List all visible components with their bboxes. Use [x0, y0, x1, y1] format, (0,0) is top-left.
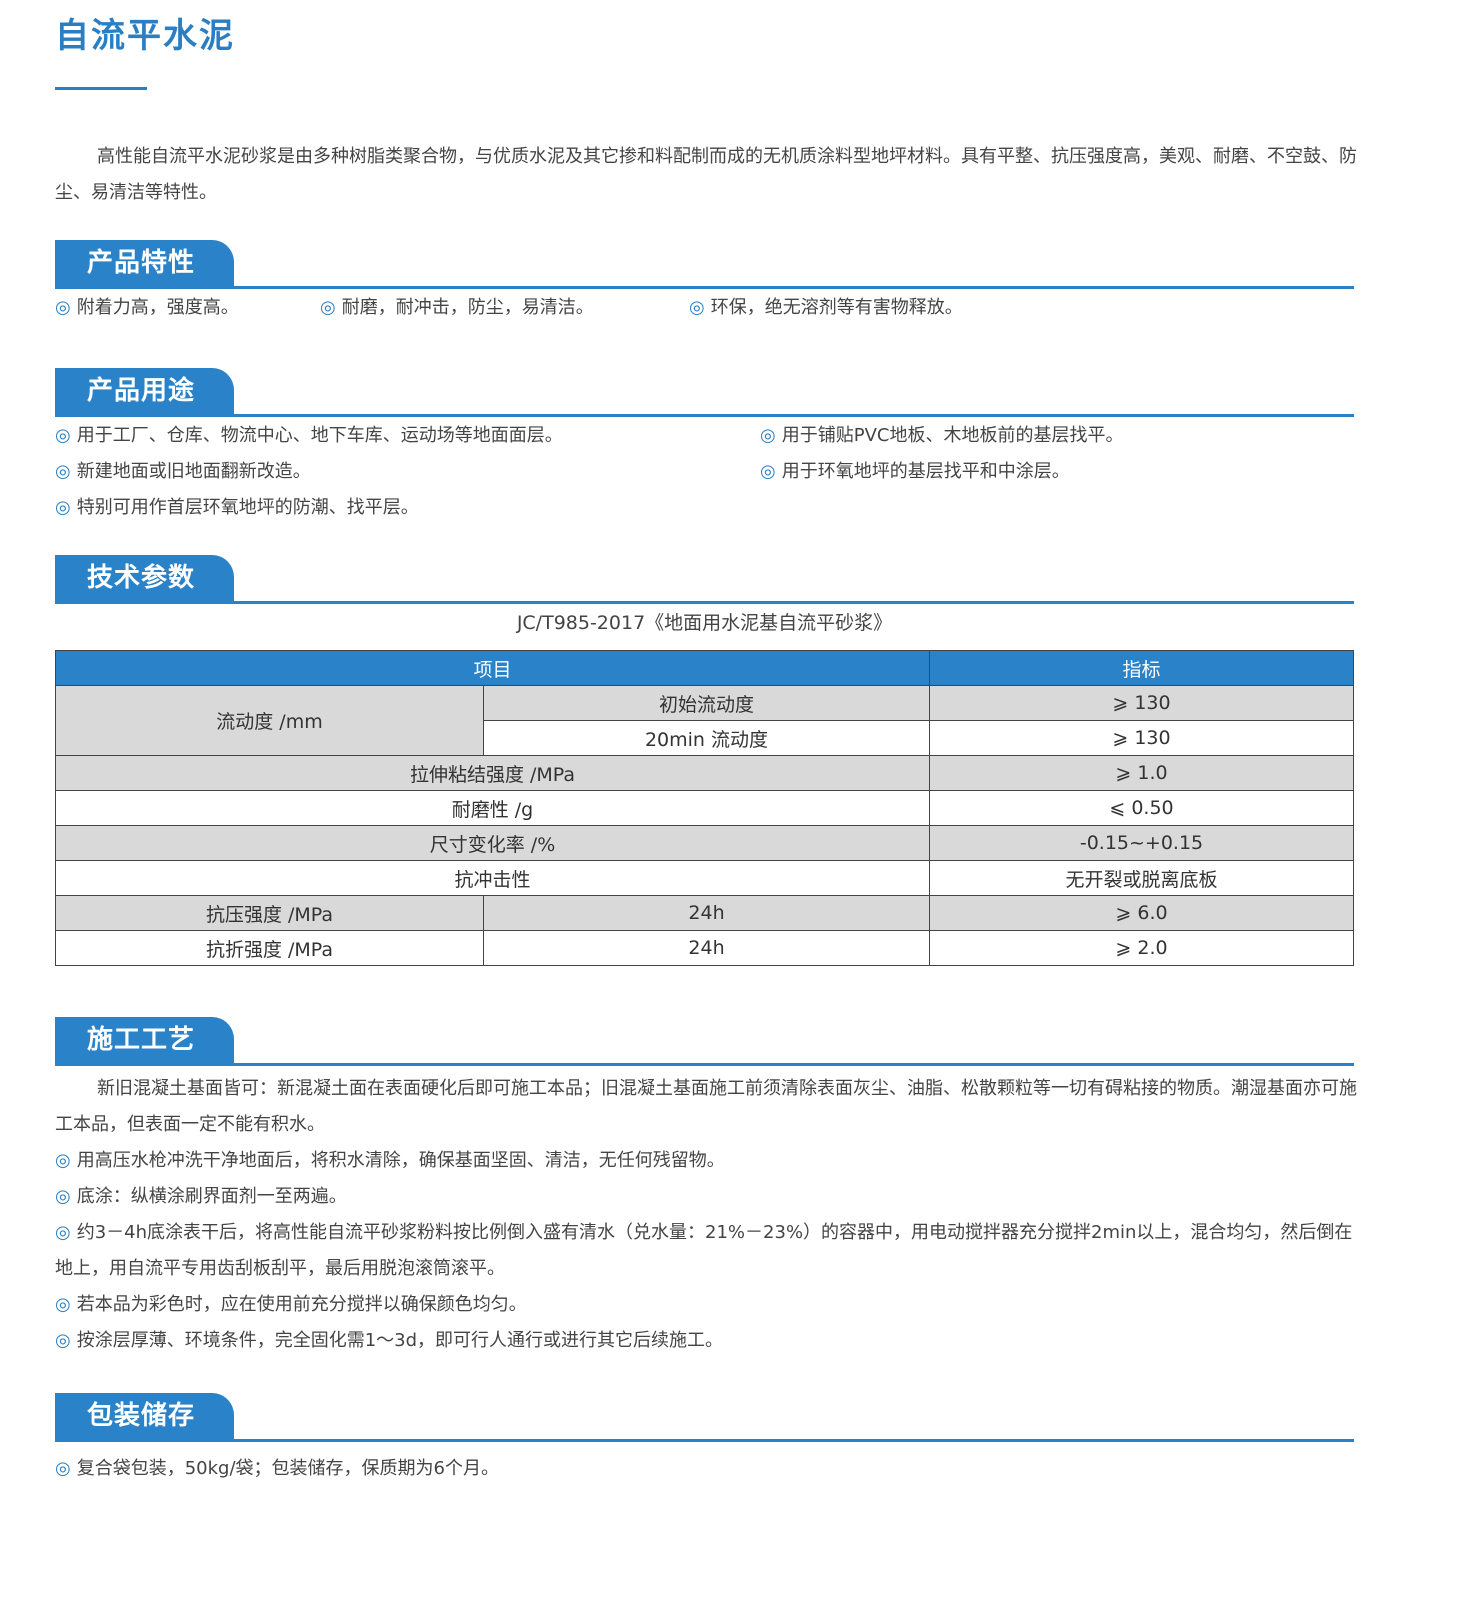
- list-item: ◎ 用于环氧地坪的基层找平和中涂层。: [760, 461, 1070, 482]
- list-item: ◎ 复合袋包装，50kg/袋；包装储存，保质期为6个月。: [55, 1458, 499, 1479]
- table-header: 项目 指标: [55, 650, 1354, 686]
- table-row: 耐磨性 /g ⩽ 0.50: [55, 790, 1354, 826]
- list-item: ◎ 底涂：纵横涂刷界面剂一至两遍。: [55, 1186, 347, 1207]
- tech-table: 项目 指标 流动度 /mm 初始流动度 ⩾ 130 20min 流动度 ⩾ 130 拉伸…: [55, 650, 1354, 966]
- list-item: ◎ 附着力高，强度高。: [55, 297, 239, 318]
- list-item: ◎ 若本品为彩色时，应在使用前充分搅拌以确保颜色均匀。: [55, 1294, 527, 1315]
- section-title: 产品用途: [55, 368, 234, 414]
- list-item: ◎ 约3－4h底涂表干后，将高性能自流平砂浆粉料按比例倒入盛有清水（兑水量：21%…: [55, 1222, 1353, 1279]
- section-package-header: 包装储存: [55, 1391, 1354, 1442]
- table-row: 抗折强度 /MPa 24h ⩾ 2.0: [55, 930, 1354, 966]
- section-features-header: 产品特性: [55, 238, 1354, 289]
- list-item: ◎ 用于铺贴PVC地板、木地板前的基层找平。: [760, 425, 1124, 446]
- list-item: ◎ 耐磨，耐冲击，防尘，易清洁。: [320, 297, 594, 318]
- list-item: ◎ 环保，绝无溶剂等有害物释放。: [689, 297, 963, 318]
- table-row: 尺寸变化率 /% -0.15~+0.15: [55, 825, 1354, 861]
- intro-text: 高性能自流平水泥砂浆是由多种树脂类聚合物，与优质水泥及其它掺和料配制而成的无机质…: [55, 146, 1357, 203]
- page-title: 自流平水泥: [55, 16, 235, 56]
- list-item: ◎ 用于工厂、仓库、物流中心、地下车库、运动场等地面面层。: [55, 425, 563, 446]
- title-underline: [55, 87, 147, 90]
- section-uses-header: 产品用途: [55, 366, 1354, 417]
- section-title: 包装储存: [55, 1393, 234, 1439]
- table-row: 拉伸粘结强度 /MPa ⩾ 1.0: [55, 755, 1354, 791]
- process-intro: 新旧混凝土基面皆可：新混凝土面在表面硬化后即可施工本品；旧混凝土基面施工前须清除…: [55, 1078, 1357, 1135]
- section-title: 施工工艺: [55, 1017, 234, 1063]
- table-row: 流动度 /mm 初始流动度 ⩾ 130: [55, 685, 1354, 756]
- section-title: 技术参数: [55, 555, 234, 601]
- table-row: 20min 流动度 ⩾ 130: [56, 720, 1354, 756]
- list-item: ◎ 新建地面或旧地面翻新改造。: [55, 461, 311, 482]
- list-item: ◎ 用高压水枪冲洗干净地面后，将积水清除，确保基面坚固、清洁，无任何残留物。: [55, 1150, 725, 1171]
- list-item: ◎ 按涂层厚薄、环境条件，完全固化需1～3d，即可行人通行或进行其它后续施工。: [55, 1330, 724, 1351]
- section-process-header: 施工工艺: [55, 1015, 1354, 1066]
- section-title: 产品特性: [55, 240, 234, 286]
- section-tech-header: 技术参数: [55, 553, 1354, 604]
- table-row: 抗冲击性 无开裂或脱离底板: [55, 860, 1354, 896]
- list-item: ◎ 特别可用作首层环氧地坪的防潮、找平层。: [55, 497, 419, 518]
- table-row: 抗压强度 /MPa 24h ⩾ 6.0: [55, 895, 1354, 931]
- standard-label: JC/T985-2017《地面用水泥基自流平砂浆》: [516, 612, 893, 634]
